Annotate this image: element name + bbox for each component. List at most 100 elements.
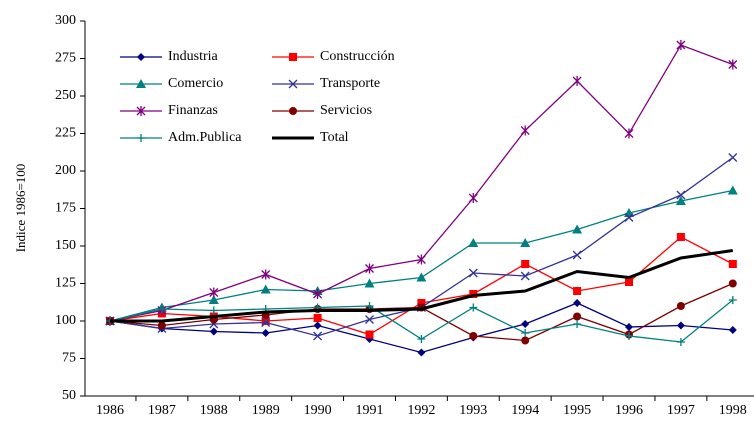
marker: [417, 348, 426, 357]
x-tick-label: 1996: [615, 403, 643, 418]
marker: [313, 289, 323, 299]
marker: [728, 260, 737, 268]
marker: [416, 272, 427, 282]
marker: [676, 40, 686, 50]
x-tick-label: 1995: [563, 403, 591, 418]
marker: [521, 329, 530, 337]
marker: [676, 233, 685, 241]
x-tick-label: 1991: [356, 403, 384, 418]
marker: [521, 336, 530, 345]
marker: [365, 315, 374, 324]
y-tick-label: 150: [55, 238, 76, 253]
legend-label: Finanzas: [168, 103, 218, 118]
marker: [676, 190, 686, 200]
y-tick-label: 50: [62, 388, 76, 403]
marker: [728, 326, 737, 334]
marker: [261, 318, 271, 327]
legend-label: Industria: [168, 49, 219, 64]
marker: [289, 53, 297, 61]
marker: [573, 287, 582, 295]
marker: [289, 107, 297, 115]
y-tick-label: 275: [55, 51, 76, 66]
marker: [728, 59, 738, 70]
marker: [727, 185, 738, 195]
x-tick-label: 1990: [304, 403, 332, 418]
marker: [676, 321, 685, 330]
marker: [676, 338, 685, 346]
marker: [573, 312, 582, 321]
marker: [468, 268, 478, 278]
legend-label: Comercio: [168, 76, 223, 91]
x-tick-label: 1988: [200, 403, 228, 418]
marker: [520, 125, 530, 136]
marker: [365, 302, 374, 310]
marker: [521, 320, 530, 328]
marker: [157, 321, 166, 330]
marker: [365, 263, 374, 274]
y-tick-label: 125: [55, 276, 76, 291]
marker: [313, 331, 323, 341]
marker: [288, 79, 298, 89]
marker: [728, 296, 737, 304]
marker: [209, 287, 219, 298]
marker: [468, 193, 478, 203]
marker: [209, 327, 218, 336]
marker: [137, 53, 145, 61]
marker: [469, 332, 478, 340]
y-tick-label: 225: [55, 126, 76, 141]
marker: [625, 323, 633, 331]
x-tick-label: 1998: [719, 403, 747, 418]
series-line: [109, 282, 734, 342]
marker: [572, 224, 583, 234]
series-line: [110, 249, 734, 323]
x-tick-label: 1987: [148, 403, 176, 418]
y-tick-label: 300: [55, 13, 76, 28]
marker: [625, 332, 633, 340]
legend-label: Adm.Publica: [168, 130, 242, 145]
marker: [572, 250, 582, 260]
marker: [313, 314, 322, 322]
y-tick-label: 200: [55, 163, 76, 178]
marker: [728, 153, 738, 162]
marker: [573, 299, 582, 307]
marker: [261, 317, 270, 325]
marker: [625, 278, 633, 286]
y-tick-label: 100: [55, 313, 76, 328]
marker: [261, 329, 270, 337]
marker: [520, 238, 531, 247]
y-tick-label: 175: [55, 201, 76, 216]
marker: [416, 254, 426, 265]
marker: [417, 299, 426, 307]
marker: [364, 278, 375, 288]
marker: [624, 213, 634, 222]
marker: [468, 238, 479, 247]
marker: [137, 134, 145, 142]
marker: [521, 260, 530, 268]
series-line: [109, 236, 734, 336]
marker: [573, 320, 582, 328]
y-axis-label: Indice 1986=100: [13, 164, 28, 253]
marker: [675, 196, 686, 205]
marker: [469, 303, 478, 312]
marker: [260, 284, 271, 294]
legend-label: Construcción: [320, 49, 395, 64]
marker: [136, 79, 146, 88]
marker: [136, 106, 146, 116]
x-tick-label: 1986: [96, 403, 124, 418]
y-tick-label: 75: [62, 351, 76, 366]
marker: [365, 330, 374, 339]
x-tick-label: 1992: [407, 403, 435, 418]
marker: [313, 321, 322, 330]
marker: [676, 302, 685, 310]
x-tick-label: 1997: [667, 403, 695, 418]
legend-label: Servicios: [320, 103, 372, 118]
x-tick-label: 1993: [459, 403, 487, 418]
marker: [209, 306, 218, 315]
legend-label: Transporte: [320, 76, 380, 91]
marker: [572, 76, 582, 86]
marker: [261, 269, 271, 280]
marker: [417, 335, 426, 343]
marker: [728, 279, 737, 288]
marker: [208, 295, 219, 304]
